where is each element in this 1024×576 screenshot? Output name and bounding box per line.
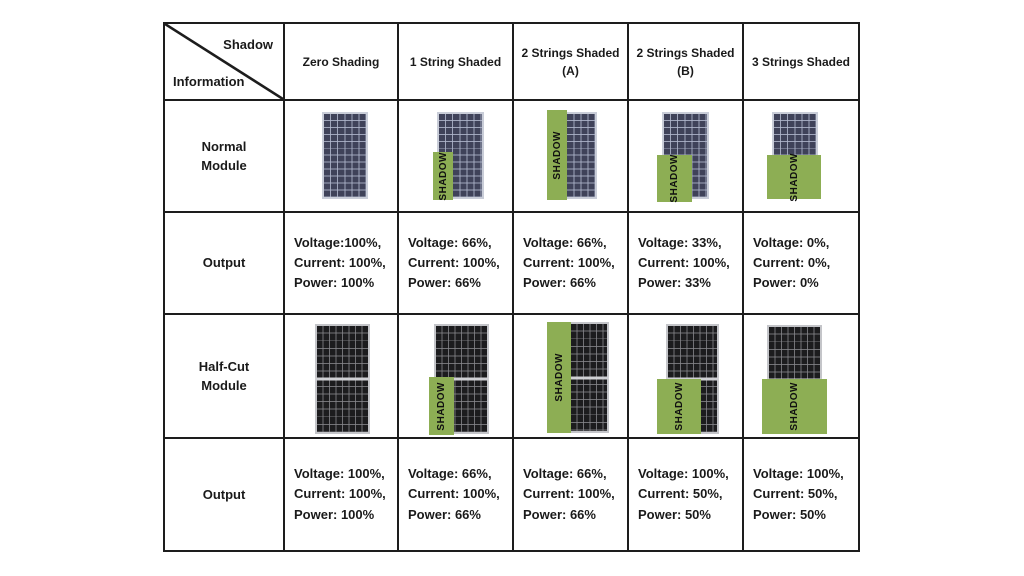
halfcut-module-panel xyxy=(315,324,370,434)
row-label-output-normal: Output xyxy=(163,211,285,315)
current-value: Current: 100%, xyxy=(294,254,386,270)
corner-label-shadow: Shadow xyxy=(223,37,273,52)
power-value: Power: 33% xyxy=(638,275,711,291)
power-value: Power: 66% xyxy=(408,506,481,522)
shadow-label: SHADOW xyxy=(551,130,563,180)
output-cell: Voltage: 100%, Current: 50%, Power: 50% xyxy=(627,437,744,552)
halfcut-module-3-strings-cell: SHADOW xyxy=(742,313,860,439)
normal-module-2-strings-b-cell: SHADOW xyxy=(627,99,744,213)
output-cell: Voltage: 66%, Current: 100%, Power: 66% xyxy=(512,211,629,315)
shadow-overlay: SHADOW xyxy=(547,110,567,200)
current-value: Current: 0%, xyxy=(753,254,831,270)
halfcut-module-zero-shading-cell xyxy=(283,313,399,439)
output-cell: Voltage: 66%, Current: 100%, Power: 66% xyxy=(397,437,514,552)
normal-module-2-strings-a-cell: SHADOW xyxy=(512,99,629,213)
output-cell: Voltage: 0%, Current: 0%, Power: 0% xyxy=(742,211,860,315)
current-value: Current: 100%, xyxy=(408,486,500,502)
power-value: Power: 50% xyxy=(638,506,711,522)
voltage-value: Voltage: 100%, xyxy=(638,466,729,482)
voltage-value: Voltage: 100%, xyxy=(294,466,385,482)
normal-module-1-string-cell: SHADOW xyxy=(397,99,514,213)
halfcut-module-2-strings-a-cell: SHADOW xyxy=(512,313,629,439)
column-header-zero-shading: Zero Shading xyxy=(283,22,399,101)
shadow-overlay: SHADOW xyxy=(429,377,454,435)
output-cell: Voltage: 66%, Current: 100%, Power: 66% xyxy=(397,211,514,315)
shadow-overlay: SHADOW xyxy=(657,154,692,203)
current-value: Current: 50%, xyxy=(638,486,723,502)
output-cell: Voltage: 100%, Current: 50%, Power: 50% xyxy=(742,437,860,552)
row-label-output-halfcut: Output xyxy=(163,437,285,552)
shadow-label: SHADOW xyxy=(553,353,565,402)
shadow-overlay: SHADOW xyxy=(433,152,453,200)
row-label-normal-module: Normal Module xyxy=(163,99,285,213)
current-value: Current: 100%, xyxy=(294,486,386,502)
shadow-overlay: SHADOW xyxy=(762,379,827,434)
current-value: Current: 50%, xyxy=(753,486,838,502)
voltage-value: Voltage: 0%, xyxy=(753,234,830,250)
current-value: Current: 100%, xyxy=(523,486,615,502)
halfcut-module-2-strings-b-cell: SHADOW xyxy=(627,313,744,439)
current-value: Current: 100%, xyxy=(638,254,730,270)
power-value: Power: 0% xyxy=(753,275,819,291)
diagonal-divider xyxy=(165,24,283,99)
column-header-2-strings-a: 2 Strings Shaded (A) xyxy=(512,22,629,101)
column-header-1-string: 1 String Shaded xyxy=(397,22,514,101)
shadow-overlay: SHADOW xyxy=(547,322,571,433)
halfcut-module-1-string-cell: SHADOW xyxy=(397,313,514,439)
shadow-label: SHADOW xyxy=(789,382,800,431)
voltage-value: Voltage: 66%, xyxy=(523,466,607,482)
output-cell: Voltage: 33%, Current: 100%, Power: 33% xyxy=(627,211,744,315)
shadow-overlay: SHADOW xyxy=(657,379,701,434)
normal-module-3-strings-cell: SHADOW xyxy=(742,99,860,213)
shadow-label: SHADOW xyxy=(788,152,800,202)
voltage-value: Voltage: 66%, xyxy=(408,234,492,250)
comparison-table: Shadow Information Zero Shading 1 String… xyxy=(163,22,860,552)
voltage-value: Voltage: 100%, xyxy=(753,466,844,482)
power-value: Power: 66% xyxy=(408,275,481,291)
output-cell: Voltage:100%, Current: 100%, Power: 100% xyxy=(283,211,399,315)
column-header-3-strings: 3 Strings Shaded xyxy=(742,22,860,101)
normal-module-panel xyxy=(322,112,368,199)
shadow-label: SHADOW xyxy=(673,382,685,431)
voltage-value: Voltage:100%, xyxy=(294,234,382,250)
current-value: Current: 100%, xyxy=(408,254,500,270)
shadow-label: SHADOW xyxy=(437,151,449,201)
power-value: Power: 66% xyxy=(523,275,596,291)
column-header-2-strings-b: 2 Strings Shaded (B) xyxy=(627,22,744,101)
shadow-label: SHADOW xyxy=(669,154,680,203)
normal-module-zero-shading-cell xyxy=(283,99,399,213)
voltage-value: Voltage: 66%, xyxy=(408,466,492,482)
output-cell: Voltage: 100%, Current: 100%, Power: 100… xyxy=(283,437,399,552)
current-value: Current: 100%, xyxy=(523,254,615,270)
voltage-value: Voltage: 66%, xyxy=(523,234,607,250)
output-cell: Voltage: 66%, Current: 100%, Power: 66% xyxy=(512,437,629,552)
corner-label-information: Information xyxy=(173,74,245,89)
corner-header-cell: Shadow Information xyxy=(163,22,285,101)
power-value: Power: 100% xyxy=(294,506,375,522)
power-value: Power: 50% xyxy=(753,506,826,522)
row-label-halfcut-module: Half-Cut Module xyxy=(163,313,285,439)
power-value: Power: 100% xyxy=(294,275,375,291)
shadow-label: SHADOW xyxy=(436,381,447,431)
voltage-value: Voltage: 33%, xyxy=(638,234,722,250)
power-value: Power: 66% xyxy=(523,506,596,522)
shadow-overlay: SHADOW xyxy=(767,152,821,202)
